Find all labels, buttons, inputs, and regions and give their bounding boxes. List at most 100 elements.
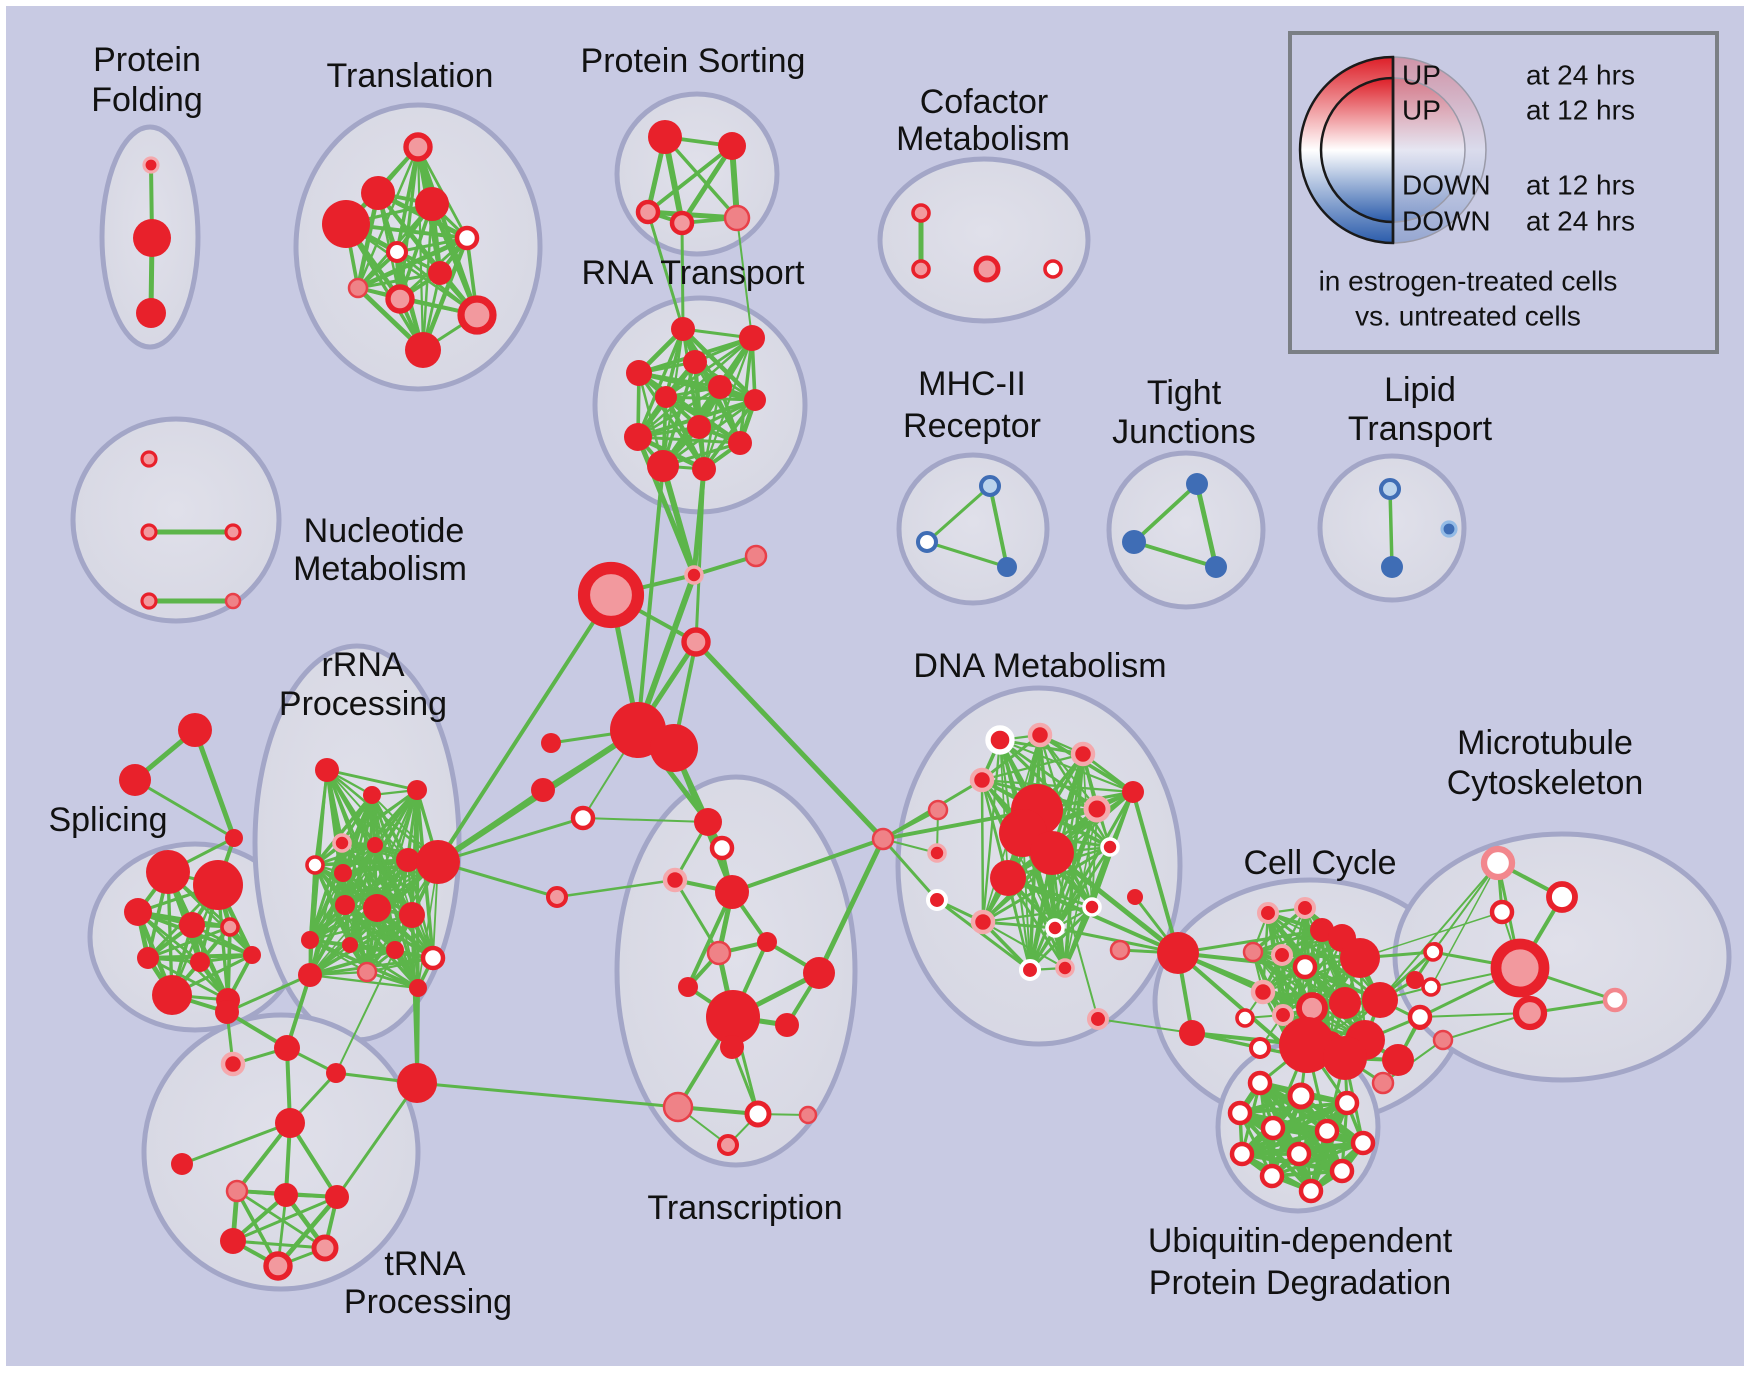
node-pf3 [136, 298, 166, 328]
edge [1051, 852, 1099, 1020]
edge-clique [1239, 1128, 1330, 1157]
edge-clique [344, 222, 425, 352]
node-tx6 [706, 940, 732, 966]
node-dm16 [970, 909, 996, 935]
edge-clique [664, 395, 757, 402]
node-dm19 [1045, 918, 1065, 938]
node-nm1 [140, 450, 158, 468]
cluster-label-protein-folding-line2: Folding [91, 81, 203, 119]
node-cy24 [1323, 1036, 1367, 1080]
cluster-label-translation: Translation [327, 57, 494, 95]
edge [1419, 1012, 1531, 1018]
cluster-label-trna-processing-line2: Processing [344, 1283, 512, 1321]
edge-clique [636, 385, 722, 439]
node-tr11 [405, 332, 441, 368]
edge-clique [702, 336, 754, 471]
node-tx9 [706, 990, 760, 1044]
node-tr2 [361, 176, 395, 210]
node-pf1 [142, 156, 160, 174]
node-cf4 [1043, 259, 1063, 279]
node-tr6 [385, 240, 409, 264]
edge-clique [925, 484, 992, 544]
node-tn1 [275, 1108, 305, 1138]
node-dm4 [969, 767, 995, 793]
node-rt4 [626, 360, 652, 386]
cluster-label-rrna-processing-line1: rRNA [321, 646, 404, 684]
legend-footnote-line2: vs. untreated cells [1355, 300, 1581, 331]
node-tr5 [454, 225, 480, 251]
edge-clique [645, 209, 740, 221]
edge-clique [925, 540, 1009, 569]
cluster-label-rna-transport: RNA Transport [582, 254, 806, 292]
node-ub4 [1227, 1100, 1253, 1126]
node-cc3 [744, 544, 768, 568]
node-ub7 [1350, 1130, 1376, 1156]
cluster-ellipse-tight-junctions [1106, 450, 1266, 610]
edge [1379, 862, 1499, 1001]
edge-clique [1251, 906, 1307, 954]
node-cy2 [1293, 896, 1317, 920]
node-rr14 [342, 937, 358, 953]
node-dm15 [925, 888, 949, 912]
edge-clique [664, 336, 754, 399]
node-nm4 [140, 592, 158, 610]
edge [816, 836, 886, 976]
edge [436, 816, 585, 864]
edge-clique [702, 385, 722, 471]
node-st3 [225, 829, 243, 847]
edge-clique [313, 793, 374, 867]
node-nm3 [224, 523, 242, 541]
node-cc6 [531, 778, 555, 802]
edge-clique [980, 752, 1085, 782]
node-rr2 [363, 786, 381, 804]
edge-clique [420, 235, 470, 353]
node-cf1 [911, 203, 931, 223]
node-dm21 [1018, 958, 1042, 982]
cluster-label-nucleotide-metabolism-line2: Metabolism [293, 550, 467, 588]
cluster-label-ubiquitin-degradation-line2: Protein Degradation [1149, 1264, 1451, 1302]
node-tj1 [1186, 473, 1208, 495]
node-tx1 [694, 808, 722, 836]
edge-clique [1238, 1101, 1349, 1115]
legend-direction-4: DOWN [1402, 205, 1491, 236]
node-rr13 [301, 931, 319, 949]
node-tr7 [428, 261, 452, 285]
node-lt3 [1381, 556, 1403, 578]
edge [192, 727, 237, 841]
node-rr11 [363, 894, 391, 922]
node-ub8 [1229, 1141, 1255, 1167]
node-tx4 [715, 875, 749, 909]
edge-clique [325, 768, 419, 792]
node-rt12 [692, 457, 716, 481]
node-cy7 [1292, 954, 1318, 980]
node-rr15 [386, 941, 404, 959]
node-tr1 [403, 132, 433, 162]
node-dm17 [1127, 889, 1143, 905]
node-cc1 [577, 561, 645, 629]
node-tr3 [322, 200, 370, 248]
cluster-label-microtubule-cytoskeleton-line2: Cytoskeleton [1447, 764, 1644, 802]
node-sl3 [124, 898, 152, 926]
node-rr1 [315, 758, 339, 782]
node-rt11 [647, 450, 679, 482]
node-tx12 [662, 1091, 694, 1123]
node-dm10 [1030, 831, 1074, 875]
node-nm5 [224, 592, 242, 610]
node-ub9 [1286, 1141, 1312, 1167]
node-rr12 [399, 902, 425, 928]
node-mt3 [1489, 899, 1515, 925]
edge [1049, 850, 1181, 956]
node-mt9 [1407, 1004, 1433, 1030]
edge [1432, 862, 1499, 953]
node-tn5 [325, 1185, 349, 1209]
node-rr4 [332, 833, 352, 853]
edge [436, 593, 613, 864]
node-ps5 [723, 204, 751, 232]
cluster-label-mhc-ii-receptor-line1: MHC-II [918, 365, 1026, 403]
edge-clique [415, 788, 420, 990]
node-dm2 [1027, 722, 1053, 748]
edge-clique [646, 144, 734, 214]
node-tx13 [744, 1100, 772, 1128]
edge-clique [679, 143, 735, 226]
edge [1097, 1018, 1193, 1034]
